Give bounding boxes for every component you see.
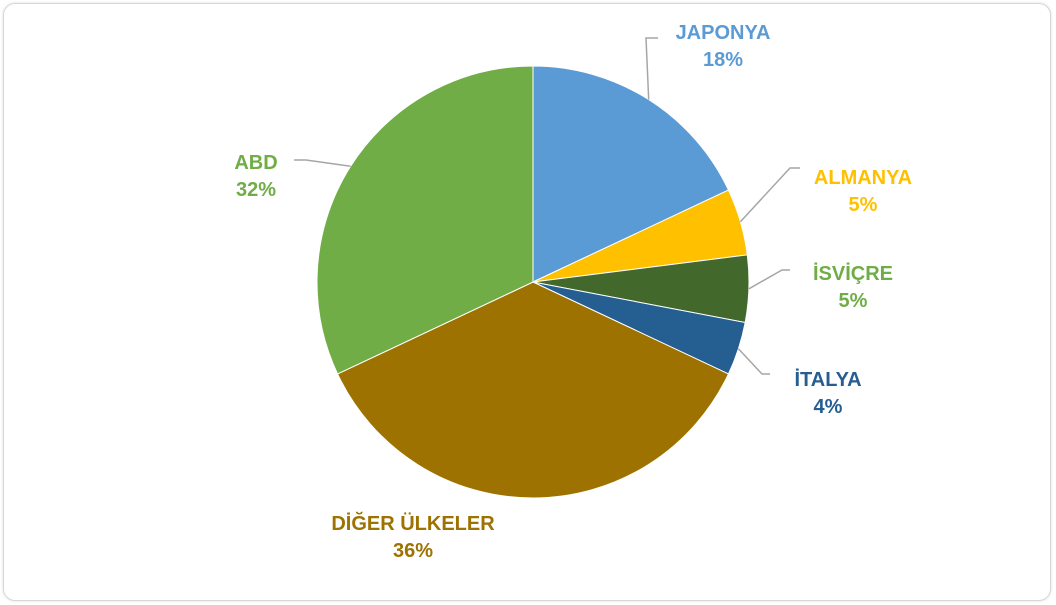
- slice-percent-2: 5%: [839, 290, 868, 312]
- pie-slices: [316, 65, 750, 499]
- slice-label-2: İSVİÇRE: [813, 262, 893, 285]
- leader-line-5: [294, 159, 351, 168]
- pie-slice-di-er-lkeler-4: [336, 281, 730, 499]
- slice-label-1: ALMANYA: [814, 167, 912, 189]
- slice-label-0: JAPONYA: [676, 22, 771, 44]
- slice-label-4: DİĞER ÜLKELER: [331, 511, 495, 535]
- pie-slice-abd-5: [316, 65, 534, 375]
- slice-percent-4: 36%: [393, 540, 433, 562]
- leader-line-1: [739, 167, 800, 223]
- slice-percent-3: 4%: [814, 396, 843, 418]
- slice-percent-5: 32%: [236, 179, 276, 201]
- slice-label-5: ABD: [234, 152, 277, 174]
- slice-percent-1: 5%: [849, 194, 878, 216]
- slice-percent-0: 18%: [703, 49, 743, 71]
- slice-label-3: İTALYA: [794, 368, 861, 391]
- leader-line-0: [645, 37, 658, 100]
- data-labels: JAPONYA 18% ALMANYA 5% İSVİÇRE 5% İTALYA 4% DİĞE…: [234, 22, 912, 562]
- pie-slice-japonya-0: [532, 65, 730, 283]
- leader-lines: [294, 37, 800, 375]
- leader-line-3: [737, 348, 770, 375]
- leader-line-2: [748, 269, 790, 290]
